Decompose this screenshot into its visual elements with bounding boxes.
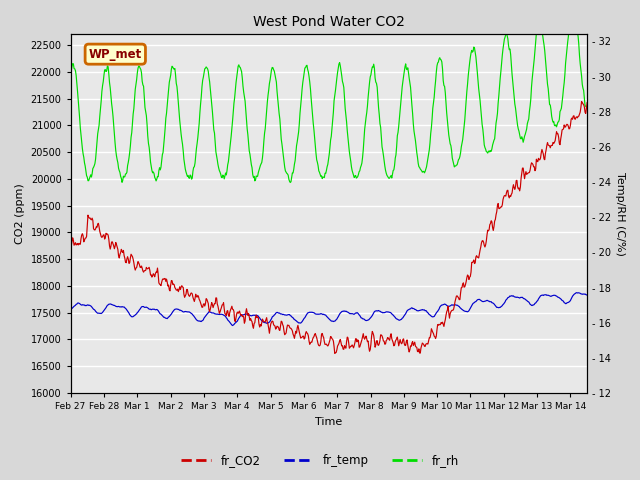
Title: West Pond Water CO2: West Pond Water CO2 [253,15,404,29]
Y-axis label: CO2 (ppm): CO2 (ppm) [15,183,25,244]
X-axis label: Time: Time [316,417,342,427]
Text: WP_met: WP_met [89,48,142,60]
Y-axis label: Temp/RH (C/%): Temp/RH (C/%) [615,172,625,256]
Legend: fr_CO2, fr_temp, fr_rh: fr_CO2, fr_temp, fr_rh [177,449,463,472]
